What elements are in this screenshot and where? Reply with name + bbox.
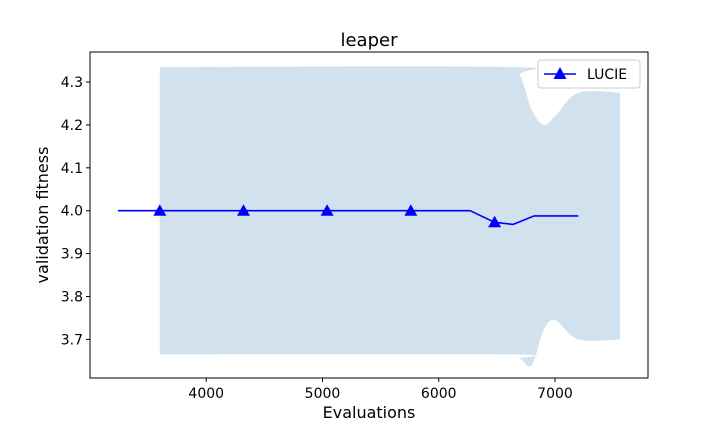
y-tick-label: 4.1 xyxy=(61,161,83,177)
y-tick-label: 4.3 xyxy=(61,75,83,91)
series-line-layer xyxy=(117,209,579,226)
chart-title: leaper xyxy=(340,30,398,51)
x-tick-label: 6000 xyxy=(421,386,457,402)
legend-label-lucie: LUCIE xyxy=(587,67,627,83)
confidence-band xyxy=(159,66,621,367)
y-tick-label: 4.2 xyxy=(61,118,83,134)
series-line-lucie xyxy=(117,209,579,226)
plot-frame xyxy=(89,51,649,379)
y-axis-label: validation fitness xyxy=(33,147,52,284)
y-tick-label: 4.0 xyxy=(61,204,83,220)
y-tick-label: 3.9 xyxy=(61,247,83,263)
data-point-marker xyxy=(153,204,167,216)
y-tick-label: 3.8 xyxy=(61,290,83,306)
x-tick-label: 7000 xyxy=(537,386,573,402)
legend-triangle-marker xyxy=(553,67,567,79)
series-marker-layer xyxy=(153,204,502,228)
data-point-marker xyxy=(237,204,250,216)
x-tick-label: 5000 xyxy=(305,386,341,402)
legend-box xyxy=(537,59,641,89)
confidence-band-layer xyxy=(159,66,621,367)
data-point-marker xyxy=(404,204,418,216)
y-axis-ticks: 3.7 3.8 3.9 4.0 4.1 4.2 4.3 xyxy=(61,75,90,348)
x-tick-label: 4000 xyxy=(188,386,224,402)
y-tick-label: 3.7 xyxy=(61,332,83,348)
x-axis-ticks: 4000 5000 6000 7000 xyxy=(188,378,573,402)
x-axis-label: Evaluations xyxy=(323,403,416,422)
data-point-marker xyxy=(320,204,334,216)
legend: LUCIE xyxy=(537,59,641,89)
data-point-marker xyxy=(488,215,502,228)
